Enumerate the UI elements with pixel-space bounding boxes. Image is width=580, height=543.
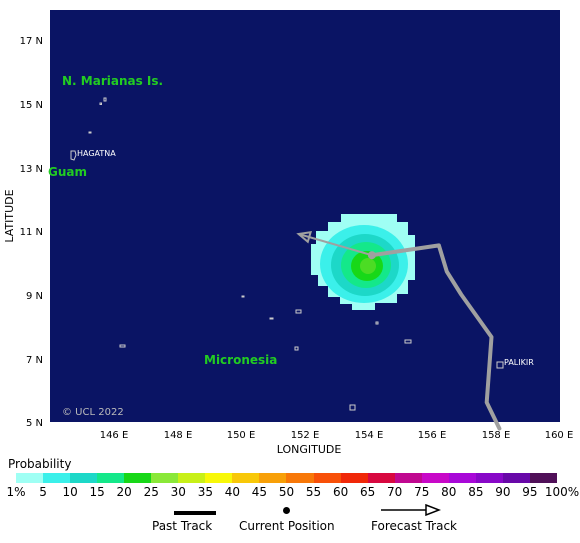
- island-pohnpei: [496, 361, 504, 369]
- scale-label: 70: [387, 485, 403, 499]
- lon-tick-150e: 150 E: [227, 430, 256, 441]
- current-position-marker: [367, 251, 376, 260]
- forecast-track-key: Forecast Track: [371, 504, 457, 533]
- color-bar-segment: [529, 473, 557, 483]
- island-micronesia-6: [349, 404, 356, 411]
- city-label-palikir: PALIKIR: [504, 358, 534, 367]
- scale-label: 40: [224, 485, 241, 499]
- island-northern-marianas-2: [99, 102, 102, 105]
- scale-label: 60: [332, 485, 349, 499]
- scale-label: 85: [468, 485, 484, 499]
- scale-label: 100%: [544, 485, 580, 499]
- scale-label: 5: [39, 485, 47, 499]
- forecast-track-key-label: Forecast Track: [371, 519, 457, 533]
- longitude-axis-title: LONGITUDE: [277, 443, 342, 455]
- region-label-n-marianas: N. Marianas Is.: [62, 74, 163, 88]
- region-label-micronesia: Micronesia: [204, 353, 277, 367]
- region-label-guam: Guam: [48, 165, 87, 179]
- color-bar-segment: [259, 473, 287, 483]
- island-northern-marianas-1: [103, 97, 107, 102]
- color-bar-segment: [124, 473, 152, 483]
- color-bar-segment: [367, 473, 395, 483]
- longitude-axis: 146 E 148 E 150 E 152 E 154 E 156 E 158 …: [100, 430, 574, 455]
- island-micronesia-5: [404, 339, 412, 344]
- latitude-axis-title: LATITUDE: [3, 189, 16, 242]
- lat-tick-11n: 11 N: [20, 227, 43, 238]
- lat-tick-13n: 13 N: [20, 164, 43, 175]
- scale-label: 95: [522, 485, 538, 499]
- color-bar-segment: [421, 473, 449, 483]
- past-track-line: [369, 243, 502, 431]
- scale-label: 20: [116, 485, 132, 499]
- scale-label: 75: [414, 485, 430, 499]
- island-micronesia-1: [241, 295, 245, 298]
- lat-tick-5n: 5 N: [26, 418, 43, 429]
- forecast-track-swatch: [381, 504, 441, 516]
- color-bar-segment: [502, 473, 530, 483]
- lat-tick-15n: 15 N: [20, 100, 43, 111]
- past-track-swatch: [174, 511, 216, 515]
- island-micronesia-8: [269, 317, 274, 320]
- scale-label: 65: [360, 485, 376, 499]
- forecast-arrowhead: [296, 230, 312, 244]
- island-micronesia-4: [375, 321, 379, 325]
- lon-tick-148e: 148 E: [164, 430, 193, 441]
- lon-tick-154e: 154 E: [355, 430, 384, 441]
- lon-tick-160e: 160 E: [545, 430, 574, 441]
- current-position-swatch: [283, 507, 290, 514]
- current-position-key-label: Current Position: [239, 519, 335, 533]
- scale-label: 55: [305, 485, 322, 499]
- color-bar-segment: [97, 473, 125, 483]
- color-bar-segment: [205, 473, 233, 483]
- latitude-axis: 17 N 15 N 13 N 11 N 9 N 7 N 5 N LATITUDE: [3, 36, 43, 429]
- color-bar-segment: [286, 473, 314, 483]
- island-micronesia-2: [295, 309, 302, 314]
- color-bar-segment: [448, 473, 476, 483]
- copyright-text: © UCL 2022: [62, 407, 124, 418]
- past-track-key: Past Track: [152, 511, 216, 533]
- lat-tick-17n: 17 N: [20, 36, 43, 47]
- color-bar-segment: [151, 473, 179, 483]
- islands: [70, 97, 504, 411]
- legend-title: Probability: [8, 457, 72, 471]
- color-bar-segment: [394, 473, 422, 483]
- scale-label: 35: [197, 485, 213, 499]
- probability-swath: [311, 214, 415, 310]
- ocean-background: [50, 10, 560, 422]
- scale-label: 90: [495, 485, 511, 499]
- color-bar-segment: [232, 473, 260, 483]
- storm-track-map: N. Marianas Is. Guam Micronesia HAGATNA …: [3, 10, 574, 455]
- city-label-hagatna: HAGATNA: [77, 149, 116, 158]
- lon-tick-158e: 158 E: [482, 430, 511, 441]
- scale-label: 10: [62, 485, 78, 499]
- color-bar-segment: [178, 473, 206, 483]
- island-micronesia-3: [294, 346, 299, 351]
- color-bar-segment: [16, 473, 44, 483]
- color-bar-segment: [340, 473, 368, 483]
- island-micronesia-7: [119, 344, 126, 348]
- color-bar-segment: [313, 473, 341, 483]
- guam-island: [70, 150, 77, 161]
- lon-tick-152e: 152 E: [291, 430, 320, 441]
- color-bar-segment: [70, 473, 98, 483]
- lat-tick-7n: 7 N: [26, 355, 43, 366]
- scale-label: 1%: [6, 485, 26, 499]
- color-bar-segment: [43, 473, 71, 483]
- current-position-key: Current Position: [239, 507, 335, 533]
- scale-label: 80: [441, 485, 457, 499]
- island-northern-marianas-3: [88, 131, 92, 134]
- lat-tick-9n: 9 N: [26, 291, 43, 302]
- lon-tick-156e: 156 E: [418, 430, 447, 441]
- forecast-track-line: [298, 233, 373, 257]
- scale-label: 45: [251, 485, 268, 499]
- scale-label: 30: [170, 485, 186, 499]
- color-bar-segment: [475, 473, 503, 483]
- probability-legend: Probability 1% 5 10 15 20 25 30 35 40 45 50 55 60 65 7…: [0, 455, 580, 543]
- scale-label: 25: [143, 485, 159, 499]
- probability-color-bar: [16, 473, 557, 483]
- past-track-key-label: Past Track: [152, 519, 213, 533]
- lon-tick-146e: 146 E: [100, 430, 129, 441]
- scale-label: 15: [89, 485, 105, 499]
- scale-label: 50: [278, 485, 295, 499]
